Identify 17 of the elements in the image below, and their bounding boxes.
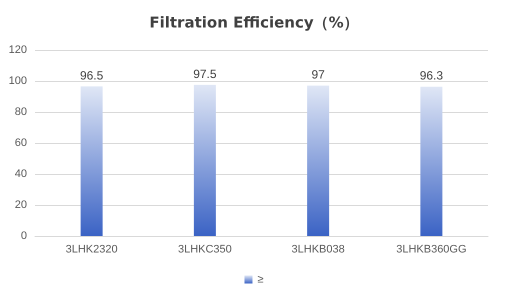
y-tick-label: 40	[14, 168, 27, 180]
y-tick-label: 20	[14, 199, 27, 211]
x-tick-label: 3LHKC350	[178, 244, 232, 256]
y-tick-label: 120	[8, 44, 27, 56]
x-tick-label: 3LHKB038	[292, 244, 345, 256]
y-tick-label: 100	[8, 75, 27, 87]
legend-label: ≥	[257, 274, 264, 286]
data-label: 96.5	[80, 68, 104, 82]
data-label: 97	[311, 68, 326, 82]
data-label: 97.5	[193, 66, 217, 81]
data-label: 96.3	[420, 68, 444, 83]
y-tick-label: 80	[14, 106, 27, 118]
y-tick-label: 60	[14, 137, 27, 149]
chart-title: Filtration Efficiency（%）	[149, 14, 359, 32]
x-tick-label: 3LHKB360GG	[396, 244, 467, 256]
x-tick-label: 3LHK2320	[66, 244, 118, 256]
y-tick-label: 0	[20, 230, 27, 242]
